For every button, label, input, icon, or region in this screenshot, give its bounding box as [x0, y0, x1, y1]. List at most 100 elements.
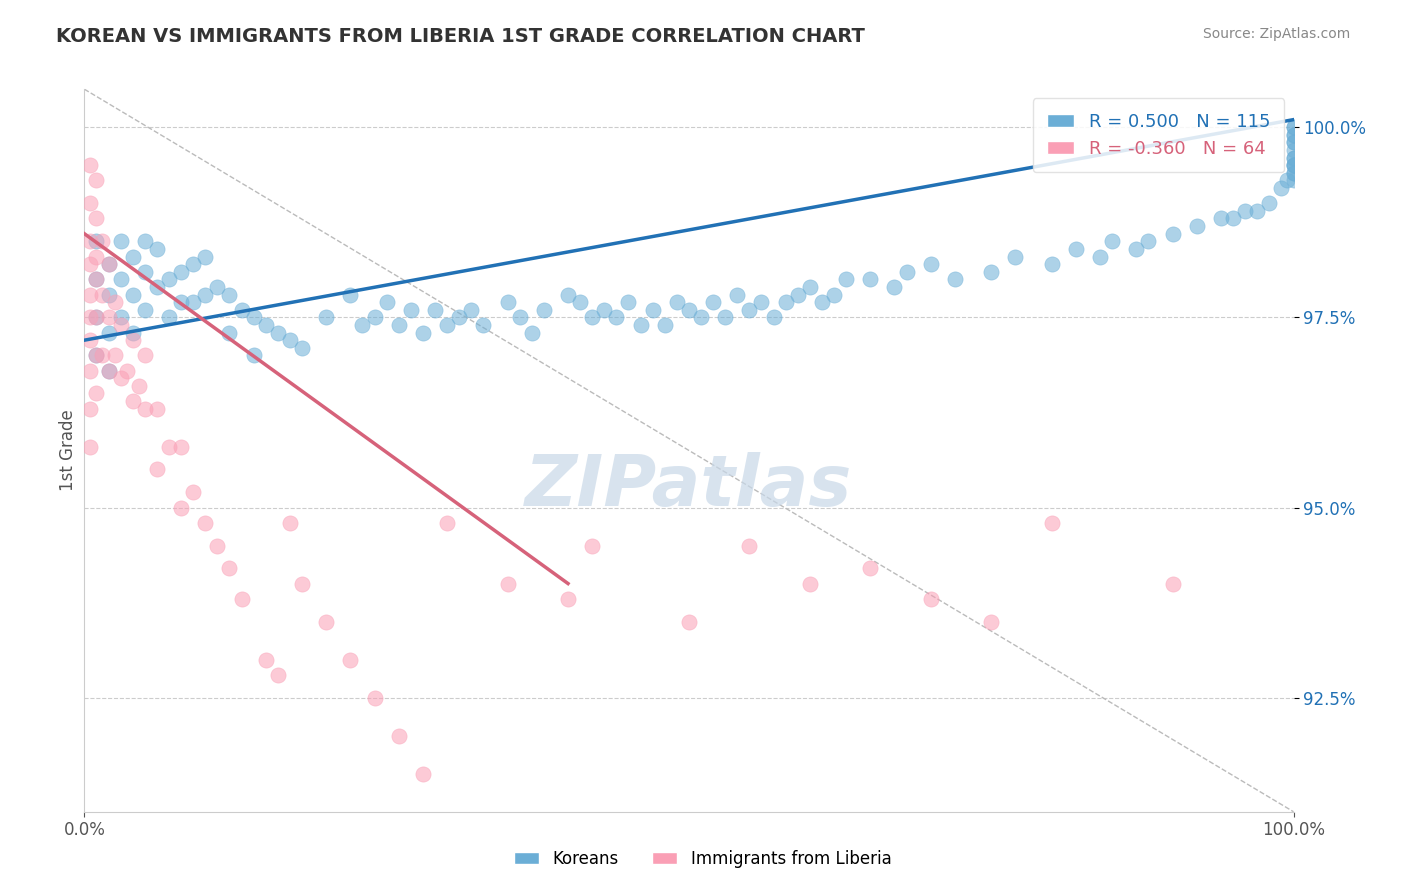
- Point: [1125, 242, 1147, 256]
- Text: ZIPatlas: ZIPatlas: [526, 452, 852, 521]
- Point: [762, 310, 785, 325]
- Point: [79, 235, 101, 249]
- Point: [86, 250, 108, 264]
- Point: [97, 257, 120, 271]
- Point: [121, 333, 143, 347]
- Point: [1258, 196, 1281, 211]
- Point: [181, 295, 204, 310]
- Point: [883, 280, 905, 294]
- Point: [388, 729, 411, 743]
- Point: [1246, 203, 1268, 218]
- Point: [1282, 173, 1305, 187]
- Point: [86, 272, 108, 286]
- Point: [121, 326, 143, 340]
- Point: [110, 318, 132, 332]
- Point: [557, 591, 579, 606]
- Point: [1270, 181, 1292, 195]
- Point: [146, 242, 169, 256]
- Point: [1040, 516, 1063, 530]
- Point: [412, 326, 434, 340]
- Point: [920, 257, 942, 271]
- Point: [134, 265, 156, 279]
- Point: [654, 318, 676, 332]
- Point: [207, 280, 229, 294]
- Point: [267, 326, 290, 340]
- Point: [86, 211, 108, 226]
- Point: [388, 318, 411, 332]
- Point: [91, 235, 114, 249]
- Point: [79, 333, 101, 347]
- Point: [751, 295, 773, 310]
- Point: [896, 265, 918, 279]
- Point: [278, 333, 301, 347]
- Point: [665, 295, 688, 310]
- Point: [799, 576, 821, 591]
- Point: [79, 310, 101, 325]
- Point: [678, 302, 700, 317]
- Point: [617, 295, 640, 310]
- Point: [943, 272, 966, 286]
- Point: [1282, 166, 1305, 180]
- Point: [920, 591, 942, 606]
- Text: KOREAN VS IMMIGRANTS FROM LIBERIA 1ST GRADE CORRELATION CHART: KOREAN VS IMMIGRANTS FROM LIBERIA 1ST GR…: [56, 27, 865, 45]
- Point: [146, 280, 169, 294]
- Point: [218, 326, 240, 340]
- Point: [254, 318, 277, 332]
- Point: [835, 272, 858, 286]
- Point: [291, 341, 314, 355]
- Point: [86, 173, 108, 187]
- Point: [86, 272, 108, 286]
- Point: [738, 302, 761, 317]
- Point: [449, 310, 471, 325]
- Point: [231, 302, 253, 317]
- Point: [859, 561, 882, 575]
- Point: [1101, 235, 1123, 249]
- Point: [194, 516, 217, 530]
- Point: [678, 615, 700, 629]
- Point: [725, 287, 748, 301]
- Point: [509, 310, 531, 325]
- Point: [134, 235, 156, 249]
- Point: [1282, 158, 1305, 172]
- Point: [242, 348, 264, 362]
- Point: [1064, 242, 1087, 256]
- Point: [460, 302, 482, 317]
- Point: [315, 310, 337, 325]
- Point: [1040, 257, 1063, 271]
- Point: [146, 401, 169, 416]
- Point: [121, 287, 143, 301]
- Point: [110, 272, 132, 286]
- Point: [363, 690, 385, 705]
- Point: [170, 265, 193, 279]
- Point: [97, 287, 120, 301]
- Point: [1004, 250, 1026, 264]
- Point: [104, 348, 127, 362]
- Point: [97, 363, 120, 377]
- Point: [1282, 128, 1305, 142]
- Point: [86, 310, 108, 325]
- Point: [1161, 576, 1184, 591]
- Point: [121, 250, 143, 264]
- Point: [79, 363, 101, 377]
- Point: [86, 348, 108, 362]
- Point: [194, 287, 217, 301]
- Point: [79, 196, 101, 211]
- Point: [1277, 173, 1299, 187]
- Point: [1282, 151, 1305, 165]
- Point: [423, 302, 446, 317]
- Point: [581, 539, 603, 553]
- Legend: R = 0.500   N = 115, R = -0.360   N = 64: R = 0.500 N = 115, R = -0.360 N = 64: [1032, 98, 1285, 172]
- Legend: Koreans, Immigrants from Liberia: Koreans, Immigrants from Liberia: [508, 844, 898, 875]
- Point: [375, 295, 398, 310]
- Point: [97, 363, 120, 377]
- Point: [738, 539, 761, 553]
- Point: [267, 668, 290, 682]
- Point: [1282, 120, 1305, 135]
- Point: [605, 310, 627, 325]
- Point: [352, 318, 374, 332]
- Point: [157, 310, 180, 325]
- Point: [1282, 166, 1305, 180]
- Point: [412, 766, 434, 780]
- Point: [97, 257, 120, 271]
- Point: [581, 310, 603, 325]
